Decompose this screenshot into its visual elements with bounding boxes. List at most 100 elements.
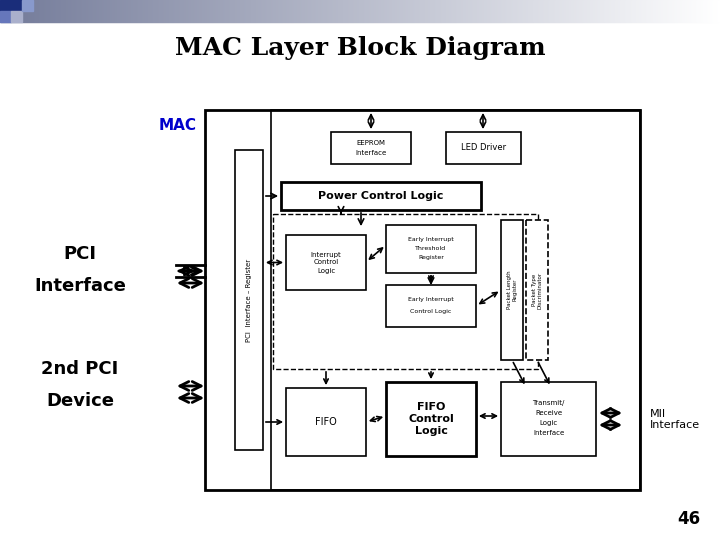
Bar — [564, 0, 565, 22]
Bar — [138, 0, 139, 22]
Bar — [634, 0, 635, 22]
Bar — [87, 0, 88, 22]
Bar — [406, 0, 407, 22]
Bar — [25, 0, 26, 22]
Bar — [617, 0, 618, 22]
Bar — [235, 150, 263, 450]
Bar — [103, 0, 104, 22]
Bar — [525, 0, 526, 22]
Bar — [176, 0, 177, 22]
Bar — [522, 0, 523, 22]
Bar — [507, 0, 508, 22]
Bar — [232, 0, 233, 22]
Bar — [249, 0, 250, 22]
Bar — [557, 0, 558, 22]
Bar — [243, 0, 244, 22]
Text: Device: Device — [46, 392, 114, 410]
Text: Interrupt: Interrupt — [310, 252, 341, 258]
Bar — [192, 0, 193, 22]
Bar — [628, 0, 629, 22]
Text: 46: 46 — [677, 510, 700, 528]
Bar — [460, 0, 461, 22]
Bar — [683, 0, 684, 22]
Bar — [447, 0, 448, 22]
Bar — [412, 0, 413, 22]
Bar — [98, 0, 99, 22]
Bar — [239, 0, 240, 22]
Bar — [443, 0, 444, 22]
Bar — [668, 0, 669, 22]
Bar — [30, 0, 31, 22]
Bar — [335, 0, 336, 22]
Bar — [152, 0, 153, 22]
Bar — [417, 0, 418, 22]
Bar — [561, 0, 562, 22]
Bar — [172, 0, 173, 22]
Bar — [441, 0, 442, 22]
Text: Interface: Interface — [34, 277, 126, 295]
Bar — [110, 0, 111, 22]
Bar — [322, 0, 323, 22]
Bar — [207, 0, 208, 22]
Bar — [453, 0, 454, 22]
Bar — [698, 0, 699, 22]
Bar — [219, 0, 220, 22]
Bar — [191, 0, 192, 22]
Bar — [45, 0, 46, 22]
Bar — [516, 0, 517, 22]
Bar — [24, 0, 25, 22]
Bar — [624, 0, 625, 22]
Bar — [290, 0, 291, 22]
Bar — [132, 0, 133, 22]
Bar — [635, 0, 636, 22]
Bar — [175, 0, 176, 22]
Bar — [415, 0, 416, 22]
Bar — [374, 0, 375, 22]
Bar — [703, 0, 704, 22]
Bar — [307, 0, 308, 22]
Bar — [184, 0, 185, 22]
Bar — [407, 0, 408, 22]
Bar — [620, 0, 621, 22]
Bar — [320, 0, 321, 22]
Bar — [158, 0, 159, 22]
Bar — [115, 0, 116, 22]
Bar — [309, 0, 310, 22]
Bar — [416, 0, 417, 22]
Bar — [664, 0, 665, 22]
Bar — [251, 0, 252, 22]
Bar — [497, 0, 498, 22]
Bar — [501, 382, 596, 456]
Bar — [663, 0, 664, 22]
Bar — [477, 0, 478, 22]
Bar — [347, 0, 348, 22]
Bar — [210, 0, 211, 22]
Bar — [549, 0, 550, 22]
Bar — [403, 0, 404, 22]
Bar — [506, 0, 507, 22]
Bar — [531, 0, 532, 22]
Bar — [614, 0, 615, 22]
Bar — [538, 0, 539, 22]
Bar — [229, 0, 230, 22]
Bar — [461, 0, 462, 22]
Text: LED Driver: LED Driver — [461, 144, 506, 152]
Bar — [121, 0, 122, 22]
Bar — [5, 0, 6, 22]
Bar — [112, 0, 113, 22]
Bar — [0, 11, 11, 22]
Text: MAC Layer Block Diagram: MAC Layer Block Diagram — [175, 36, 545, 60]
Bar — [390, 0, 391, 22]
Bar — [9, 0, 10, 22]
Bar — [130, 0, 131, 22]
Bar — [499, 0, 500, 22]
Bar — [188, 0, 189, 22]
Text: FIFO: FIFO — [417, 402, 445, 412]
Bar — [633, 0, 634, 22]
Bar — [386, 285, 476, 327]
Bar — [86, 0, 87, 22]
Bar — [156, 0, 157, 22]
Bar — [661, 0, 662, 22]
Bar — [277, 0, 278, 22]
Bar — [340, 0, 341, 22]
